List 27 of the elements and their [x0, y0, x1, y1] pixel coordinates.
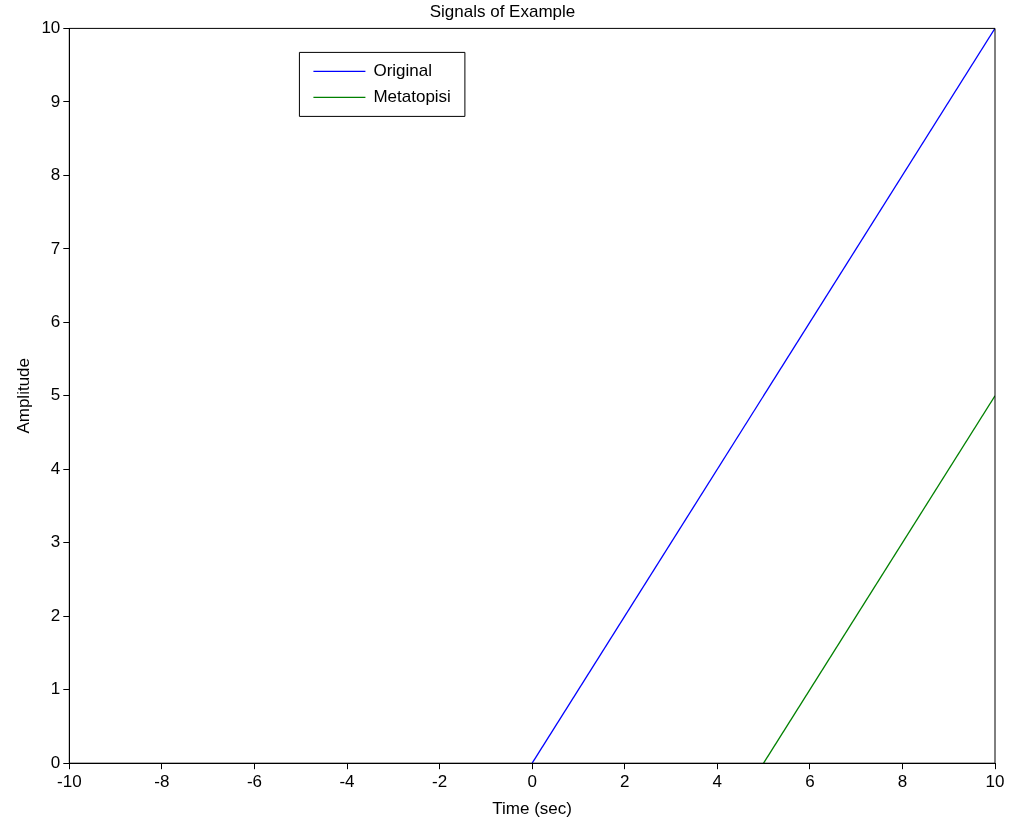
- y-tick-label: 6: [50, 312, 61, 332]
- x-tick-label: -8: [154, 772, 170, 792]
- x-tick-label: 2: [619, 772, 630, 792]
- x-tick-label: 0: [527, 772, 537, 792]
- x-tick-label: 6: [805, 772, 815, 792]
- y-tick-label: 9: [50, 91, 61, 111]
- y-tick-label: 10: [41, 18, 61, 38]
- y-tick-label: 1: [50, 679, 61, 699]
- y-tick-label: 5: [50, 385, 61, 405]
- x-axis-title: Time (sec): [492, 799, 572, 819]
- x-tick-label: -6: [246, 772, 263, 792]
- legend-label: Metatopisi: [373, 87, 451, 107]
- y-tick-label: 8: [50, 165, 61, 185]
- y-tick-label: 0: [50, 752, 61, 772]
- chart-title: Signals of Example: [429, 1, 576, 21]
- x-tick-label: 8: [897, 772, 908, 792]
- y-axis-title: Amplitude: [13, 358, 33, 434]
- y-tick-label: 2: [50, 605, 61, 625]
- x-tick-label: -10: [57, 772, 82, 792]
- legend-label: Original: [373, 61, 433, 81]
- x-tick-label: -2: [432, 772, 448, 792]
- x-tick-label: 10: [985, 772, 1005, 792]
- y-tick-label: 7: [50, 238, 61, 258]
- x-tick-label: -4: [339, 772, 355, 792]
- y-tick-label: 4: [50, 458, 61, 478]
- y-tick-label: 3: [50, 532, 61, 552]
- x-tick-label: 4: [712, 772, 723, 792]
